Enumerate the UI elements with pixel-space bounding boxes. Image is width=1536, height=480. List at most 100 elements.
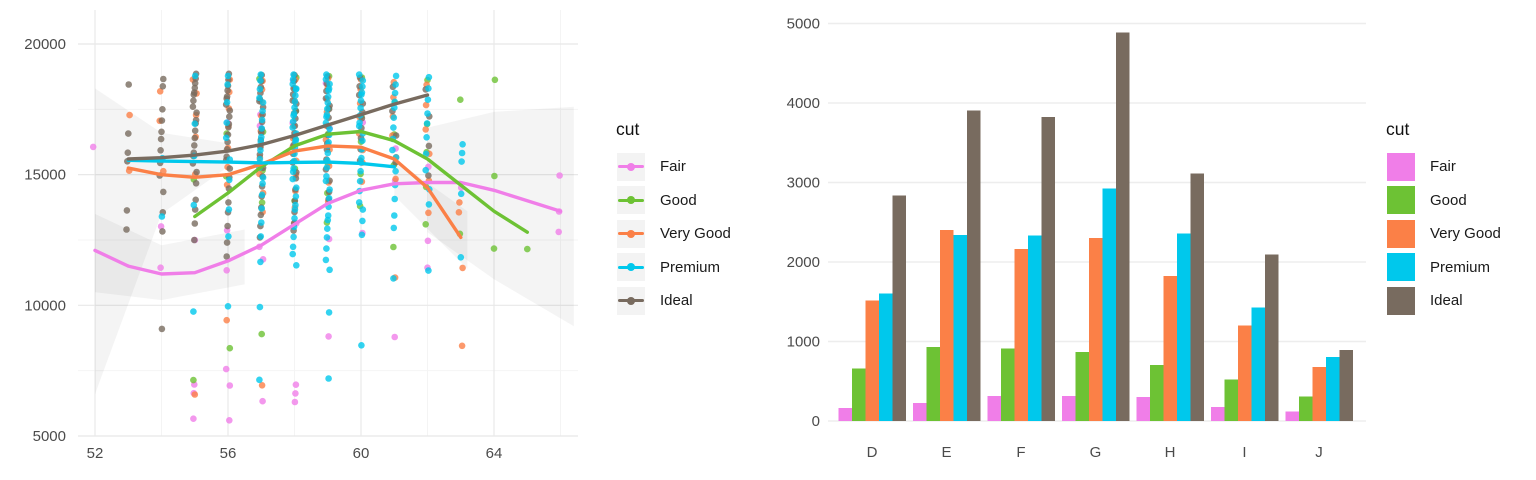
- scatter-point-ideal: [223, 253, 230, 260]
- legend-key-swatch-icon: [1386, 252, 1416, 282]
- legend-key-dot: [627, 196, 635, 205]
- scatter-point-ideal: [159, 228, 166, 235]
- scatter-point-ideal: [192, 180, 200, 187]
- scatter-point-very-good: [425, 209, 432, 217]
- scatter-point-premium: [324, 105, 331, 113]
- scatter-point-premium: [392, 167, 399, 175]
- scatter-point-fair: [325, 333, 332, 340]
- scatter-point-fair: [391, 333, 399, 341]
- scatter-point-ideal: [158, 128, 165, 136]
- scatter-point-premium: [457, 190, 465, 198]
- bar-E-fair: [912, 403, 927, 421]
- scatter-point-ideal: [191, 127, 199, 134]
- scatter-point-good: [422, 221, 430, 228]
- legend-key-fill: [1387, 286, 1415, 315]
- scatter-point-premium: [457, 253, 465, 261]
- scatter-point-premium: [222, 134, 230, 142]
- scatter-point-ideal: [160, 75, 167, 83]
- x-axis-tick-label: 60: [353, 445, 370, 462]
- scatter-point-premium: [356, 177, 364, 185]
- y-axis-tick-label: 4000: [787, 95, 820, 112]
- legend-key-swatch-icon: [1386, 286, 1416, 316]
- legend-key-line-dot-icon: [616, 152, 646, 182]
- legend-key-fill: [1387, 253, 1415, 282]
- bar-H-very-good: [1163, 276, 1177, 421]
- scatter-point-premium: [258, 219, 265, 226]
- scatter-point-very-good: [156, 88, 164, 95]
- x-axis-category-label: G: [1090, 444, 1102, 461]
- scatter-point-ideal: [257, 211, 265, 219]
- scatter-point-ideal: [425, 172, 432, 179]
- x-axis-tick-label: 56: [220, 445, 237, 462]
- scatter-point-fair: [556, 172, 563, 179]
- bar-E-ideal: [966, 110, 981, 421]
- scatter-point-premium: [259, 99, 267, 106]
- scatter-point-premium: [291, 206, 299, 213]
- y-axis-tick-label: 15000: [24, 167, 66, 184]
- bar-D-good: [851, 368, 866, 421]
- scatter-point-premium: [358, 231, 366, 239]
- scatter-point-premium: [423, 134, 430, 141]
- scatter-point-premium: [390, 124, 397, 131]
- bar-J-fair: [1285, 411, 1299, 421]
- scatter-point-ideal: [425, 142, 433, 150]
- scatter-point-premium: [359, 206, 367, 213]
- scatter-point-premium: [326, 266, 333, 274]
- scatter-point-ideal: [159, 106, 166, 113]
- scatter-point-premium: [223, 119, 230, 126]
- smooth-line-good: [193, 129, 529, 234]
- scatter-point-premium: [391, 195, 399, 203]
- scatter-point-very-good: [459, 264, 466, 272]
- bar-D-very-good: [865, 300, 879, 421]
- scatter-point-premium: [289, 118, 297, 125]
- scatter-point-very-good: [392, 175, 399, 183]
- bar-I-good: [1224, 379, 1238, 421]
- bar-I-very-good: [1237, 325, 1252, 421]
- scatter-point-premium: [355, 71, 363, 78]
- scatter-point-premium: [256, 155, 264, 163]
- x-axis-category-label: E: [941, 444, 951, 461]
- scatter-point-premium: [290, 233, 297, 241]
- bar-chart-svg: 0 1000 2000 3000 4000 5000 D E F G H I J: [787, 16, 1366, 461]
- x-axis-category-label: F: [1016, 444, 1025, 461]
- scatter-point-ideal: [158, 325, 166, 333]
- scatter-point-ideal: [191, 236, 198, 244]
- bar-H-good: [1149, 365, 1164, 421]
- scatter-point-premium: [224, 81, 231, 88]
- scatter-point-premium: [191, 120, 199, 127]
- scatter-point-premium: [357, 104, 364, 112]
- scatter-plot-svg: 5000 10000 15000 20000 52 56 60 64: [24, 10, 578, 462]
- legend-label: Good: [1430, 191, 1467, 209]
- scatter-point-premium: [256, 94, 263, 102]
- scatter-point-fair: [226, 417, 233, 424]
- scatter-point-premium: [324, 99, 332, 107]
- scatter-point-fair: [259, 397, 266, 405]
- scatter-point-premium: [292, 92, 299, 99]
- scatter-point-premium: [359, 83, 366, 90]
- scatter-point-premium: [422, 166, 430, 174]
- scatter-point-premium: [459, 141, 466, 148]
- bar-J-very-good: [1312, 367, 1326, 421]
- bar-I-premium: [1251, 307, 1265, 421]
- scatter-point-premium: [390, 275, 397, 282]
- scatter-point-premium: [291, 98, 299, 105]
- scatter-point-premium: [323, 113, 330, 121]
- scatter-point-fair: [292, 390, 299, 397]
- scatter-point-very-good: [258, 382, 266, 389]
- scatter-point-premium: [326, 186, 333, 193]
- y-axis-tick-label: 10000: [24, 297, 66, 314]
- bar-D-fair: [838, 408, 852, 421]
- scatter-point-premium: [324, 149, 332, 157]
- scatter-point-fair: [292, 381, 300, 389]
- scatter-point-premium: [258, 125, 266, 132]
- scatter-point-ideal: [189, 103, 197, 110]
- scatter-point-fair: [157, 264, 164, 272]
- legend-key-fill: [1387, 152, 1415, 181]
- bar-E-premium: [953, 235, 967, 421]
- bar-I-fair: [1210, 407, 1225, 421]
- smooth-line-premium: [126, 158, 396, 169]
- legend-key-swatch-icon: [1386, 152, 1416, 182]
- scatter-point-good: [390, 243, 397, 251]
- scatter-point-premium: [359, 77, 367, 84]
- scatter-point-premium: [392, 72, 400, 80]
